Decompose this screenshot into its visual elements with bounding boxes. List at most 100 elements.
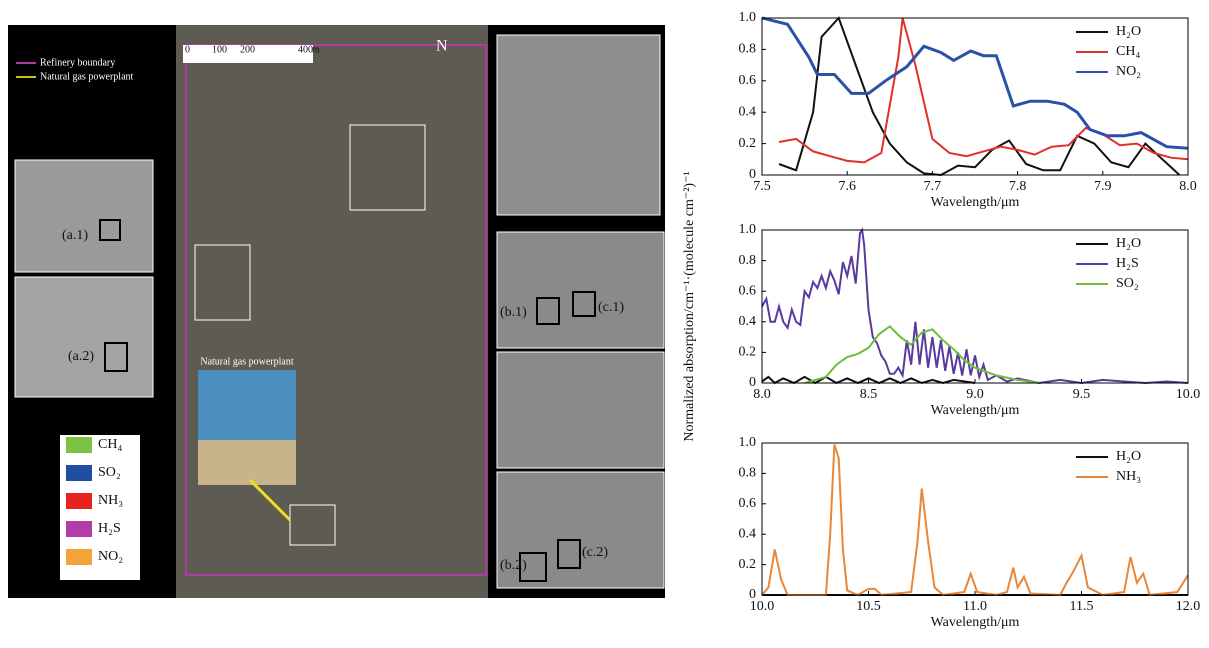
y-axis-label: Normalized absorption/cm⁻¹·(molecule cm⁻… <box>682 171 697 441</box>
zoom-box <box>349 124 426 211</box>
y-tick-label: 0.2 <box>739 345 757 360</box>
zoom-box <box>289 504 336 546</box>
legend-label: H₂S <box>98 521 121 536</box>
legend-label: H₂O <box>1116 24 1141 39</box>
legend-label: NO₂ <box>1116 64 1141 79</box>
y-tick-label: 0.6 <box>739 283 757 298</box>
x-tick-label: 9.0 <box>966 387 984 402</box>
legend-swatch <box>66 493 92 509</box>
x-axis-label: Wavelength/μm <box>931 615 1020 630</box>
target-box <box>536 297 560 325</box>
target-box <box>557 539 581 569</box>
x-tick-label: 8.0 <box>1179 179 1197 194</box>
legend-label: NH₃ <box>98 493 123 508</box>
y-tick-label: 0.4 <box>739 526 757 541</box>
zoom-box <box>194 244 251 321</box>
inset-label: (c.1) <box>598 300 624 315</box>
inset-a1 <box>14 159 154 273</box>
legend-swatch <box>66 521 92 537</box>
satellite-image <box>176 25 488 598</box>
inset-ch4 <box>496 34 661 216</box>
inset-so2 <box>496 351 665 469</box>
target-box <box>99 219 121 241</box>
scale-bar <box>183 45 313 63</box>
legend-label: NO₂ <box>98 549 123 564</box>
legend-label: H₂S <box>1116 256 1139 271</box>
legend-label: CH₄ <box>1116 44 1140 59</box>
series-line <box>761 227 1189 385</box>
photo-caption: Natural gas powerplant <box>200 356 294 367</box>
y-tick-label: 0.6 <box>739 73 757 88</box>
x-tick-label: 7.7 <box>924 179 942 194</box>
legend-label: H₂O <box>1116 236 1141 251</box>
inset-a2 <box>14 276 154 398</box>
inset-label: (b.2) <box>500 558 527 573</box>
inset-label: (a.1) <box>62 228 88 243</box>
legend-label: CH₄ <box>98 437 122 452</box>
y-tick-label: 0.2 <box>739 136 757 151</box>
legend-swatch <box>66 549 92 565</box>
target-box <box>572 291 596 317</box>
charts: 0 0.2 0.4 0.6 0.8 1.0 7.5 7.6 7.7 7.8 7.9 8.0 Wavele… <box>682 10 1200 630</box>
legend-label: SO₂ <box>1116 276 1139 291</box>
y-tick-label: 1.0 <box>739 222 757 237</box>
legend-swatch <box>66 437 92 453</box>
y-tick-label: 0.8 <box>739 42 757 57</box>
x-tick-label: 7.6 <box>838 179 856 194</box>
x-axis-label: Wavelength/μm <box>931 403 1020 418</box>
x-tick-label: 8.0 <box>753 387 771 402</box>
y-tick-label: 0 <box>749 375 756 390</box>
y-tick-label: 0 <box>749 587 756 602</box>
inset-b1 <box>496 231 665 349</box>
y-tick-label: 0.6 <box>739 496 757 511</box>
legend-swatch <box>66 465 92 481</box>
target-box <box>519 552 547 582</box>
y-tick-label: 0.8 <box>739 253 757 268</box>
y-tick-label: 1.0 <box>739 435 757 450</box>
powerplant-photo-ground <box>198 440 296 485</box>
x-tick-label: 10.0 <box>750 599 775 614</box>
series-line <box>761 444 1189 597</box>
x-tick-label: 11.0 <box>963 599 987 614</box>
legend-label: Refinery boundary <box>40 57 115 68</box>
refinery-boundary <box>185 44 487 576</box>
x-axis-label: Wavelength/μm <box>931 195 1020 210</box>
x-tick-label: 7.8 <box>1009 179 1027 194</box>
y-tick-label: 1.0 <box>739 10 757 25</box>
x-tick-label: 11.5 <box>1070 599 1094 614</box>
scale-label: 0 <box>185 44 190 55</box>
x-tick-label: 10.5 <box>856 599 881 614</box>
inset-label: (c.2) <box>582 545 608 560</box>
scale-label: 100 <box>212 44 227 55</box>
series-line <box>804 325 1040 384</box>
legend-label: H₂O <box>1116 449 1141 464</box>
inset-label: (a.2) <box>68 349 94 364</box>
series-line <box>778 16 1181 177</box>
inset-label: (b.1) <box>500 305 527 320</box>
legend-label: SO₂ <box>98 465 121 480</box>
plot-frame <box>761 229 1189 384</box>
x-tick-label: 7.9 <box>1094 179 1112 194</box>
north-label: N <box>436 38 448 55</box>
series-line <box>778 17 1189 164</box>
scale-label: 200 <box>240 44 255 55</box>
x-tick-label: 9.5 <box>1073 387 1091 402</box>
plot-frame <box>761 17 1189 176</box>
image-labels: Refinery boundary Natural gas powerplant 0… <box>16 38 624 573</box>
x-tick-label: 12.0 <box>1176 599 1201 614</box>
legend-label: Natural gas powerplant <box>40 71 134 82</box>
target-box <box>104 342 128 372</box>
x-tick-label: 10.0 <box>1176 387 1201 402</box>
y-tick-label: 0.4 <box>739 314 757 329</box>
arrow <box>248 478 292 522</box>
y-tick-label: 0.4 <box>739 104 757 119</box>
x-tick-label: 7.5 <box>753 179 771 194</box>
y-tick-label: 0.2 <box>739 557 757 572</box>
scale-label: 400 <box>298 44 313 55</box>
scale-label: m <box>312 44 320 55</box>
y-tick-label: 0 <box>749 167 756 182</box>
legend-label: NH₃ <box>1116 469 1141 484</box>
y-tick-label: 0.8 <box>739 466 757 481</box>
series-line <box>761 16 1189 150</box>
